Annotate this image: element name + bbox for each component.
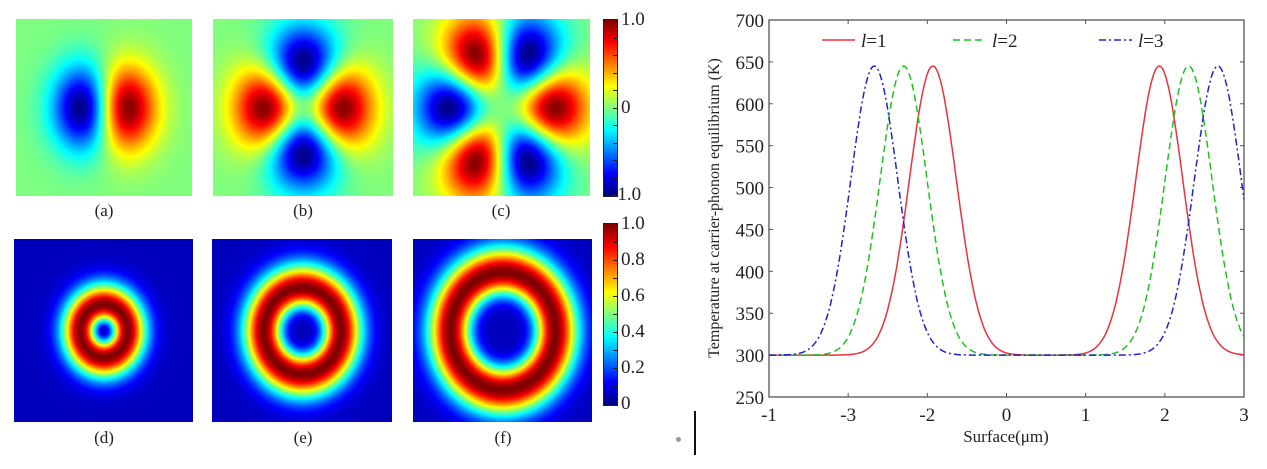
y-tick-label: 300 (736, 346, 765, 367)
colorbar-intensity-gradient (604, 224, 617, 405)
panel-label-a: (a) (94, 201, 114, 220)
colorbar-tick-label: 0.4 (621, 321, 645, 342)
colorbar-tick-mark (613, 125, 617, 126)
panel-label-e: (e) (293, 428, 313, 447)
intensity-panel-f (413, 239, 592, 422)
y-tick-label: 700 (736, 11, 765, 32)
colorbar-tick-mark (613, 177, 617, 179)
divider-line (694, 411, 696, 455)
x-tick-label: 3 (1239, 405, 1249, 426)
intensity-panel-e (212, 239, 392, 422)
x-tick-label: 2 (1160, 405, 1170, 426)
colorbar-tick-label: 1.0 (621, 9, 645, 30)
legend-label-italic: l (861, 31, 866, 52)
mode-panel-c (413, 19, 590, 196)
x-tick-label: 0 (1002, 405, 1012, 426)
y-tick-label: 400 (736, 262, 765, 283)
legend-label-rest: =1 (866, 31, 886, 52)
y-tick-label: 650 (736, 53, 765, 74)
intensity-image-d (14, 239, 193, 422)
panel-label-f: (f) (494, 428, 512, 447)
chart-axes: 250 300 350 400 450 500 550 600 650 700 -1 -3 -2 0 1 2 3 (736, 11, 1249, 426)
y-tick-label: 450 (736, 220, 765, 241)
y-tick-label: 600 (736, 95, 765, 116)
y-tick-label: 550 (736, 137, 765, 158)
colorbar-tick-mark (613, 368, 617, 369)
colorbar-tick-mark (613, 260, 617, 261)
legend-label-1: l=1 (861, 31, 887, 52)
colorbar-tick-mark (613, 314, 617, 315)
legend-label-rest: =3 (1143, 31, 1163, 52)
colorbar-tick-mark (613, 242, 617, 243)
legend-label-rest: =2 (997, 31, 1017, 52)
x-tick-label: -1 (761, 405, 777, 426)
panel-label-c: (c) (491, 201, 511, 220)
series-line-1 (769, 65, 1245, 356)
colorbar-tick-label: -1.0 (611, 184, 642, 205)
plot-frame (768, 19, 1245, 398)
colorbar-tick-mark (613, 386, 617, 387)
colorbar-phase (603, 19, 618, 197)
colorbar-tick-mark (613, 160, 617, 161)
mode-image-c (413, 19, 590, 196)
mode-panel-a (16, 19, 192, 196)
colorbar-tick-mark (613, 350, 617, 351)
intensity-panel-d (14, 239, 193, 422)
colorbar-intensity (603, 223, 618, 406)
intensity-image-e (212, 239, 392, 422)
colorbar-tick-mark (613, 332, 617, 333)
chart-curves (769, 65, 1245, 356)
colorbar-tick-label: 0.8 (621, 249, 645, 270)
y-tick-label: 250 (736, 388, 765, 409)
y-tick-label: 500 (736, 179, 765, 200)
colorbar-tick-label: 0.2 (621, 357, 645, 378)
intensity-image-f (413, 239, 592, 422)
mode-image-b (213, 19, 393, 196)
series-line-3 (769, 65, 1245, 356)
colorbar-tick-mark (613, 107, 617, 109)
y-axis-label: Temperature at carrier-phonon equilibriu… (706, 58, 723, 358)
colorbar-tick-mark (613, 72, 617, 74)
colorbar-tick-label: 0.6 (621, 285, 645, 306)
x-tick-label: -2 (919, 405, 935, 426)
colorbar-tick-label: 0 (621, 393, 631, 414)
legend-label-3: l=3 (1138, 31, 1164, 52)
chart-legend: l=1 l=2 l=3 (822, 31, 1164, 52)
y-tick-label: 350 (736, 304, 765, 325)
legend-label-italic: l (1138, 31, 1143, 52)
colorbar-tick-mark (613, 37, 617, 39)
x-axis-label: Surface(μm) (963, 427, 1049, 446)
colorbar-tick-mark (613, 142, 617, 144)
mode-image-a (16, 19, 192, 196)
colorbar-tick-label: 1.0 (621, 213, 645, 234)
series-line-2 (769, 65, 1245, 356)
colorbar-tick-mark (613, 278, 617, 279)
stray-dot (676, 437, 681, 442)
mode-panel-b (213, 19, 393, 196)
colorbar-tick-mark (613, 90, 617, 91)
x-tick-label: -3 (840, 405, 856, 426)
colorbar-tick-label: 0 (621, 96, 631, 118)
x-tick-label: 1 (1081, 405, 1091, 426)
legend-label-2: l=2 (992, 31, 1018, 52)
panel-label-b: (b) (293, 201, 313, 220)
colorbar-tick-mark (613, 296, 617, 297)
panel-label-d: (d) (94, 428, 114, 447)
colorbar-tick-mark (613, 55, 617, 56)
legend-label-italic: l (992, 31, 997, 52)
colorbar-phase-gradient (604, 20, 617, 196)
